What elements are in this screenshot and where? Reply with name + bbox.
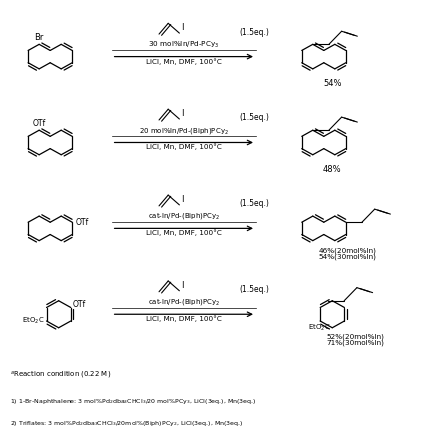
Text: cat-In/Pd-(Biph)PCy$_2$: cat-In/Pd-(Biph)PCy$_2$ — [147, 211, 219, 221]
Text: I: I — [181, 195, 184, 204]
Text: $^a$Reaction condition (0.22 M): $^a$Reaction condition (0.22 M) — [10, 370, 111, 381]
Text: I: I — [181, 280, 184, 290]
Text: 20 mol%In/Pd-(Biph)PCy$_2$: 20 mol%In/Pd-(Biph)PCy$_2$ — [138, 125, 228, 136]
Text: cat-In/Pd-(Biph)PCy$_2$: cat-In/Pd-(Biph)PCy$_2$ — [147, 297, 219, 307]
Text: EtO$_2$C: EtO$_2$C — [307, 323, 329, 333]
Text: OTf: OTf — [32, 119, 46, 128]
Text: 52%(20mol%In): 52%(20mol%In) — [326, 333, 384, 340]
Text: 2) Triflates: 3 mol%Pd$_2$dba$_3$CHCl$_3$/20mol%(Biph)PCy$_2$, LiCl(3eq.), Mn(3e: 2) Triflates: 3 mol%Pd$_2$dba$_3$CHCl$_3… — [10, 419, 243, 428]
Text: (1.5eq.): (1.5eq.) — [239, 27, 268, 36]
Text: OTf: OTf — [75, 218, 89, 227]
Text: Br: Br — [35, 33, 44, 42]
Text: EtO$_2$C: EtO$_2$C — [22, 316, 44, 326]
Text: 54%: 54% — [322, 79, 341, 88]
Text: 46%(20mol%In): 46%(20mol%In) — [317, 248, 375, 254]
Text: (1.5eq.): (1.5eq.) — [239, 113, 268, 122]
Text: 1) 1-Br-Naphthalene: 3 mol%Pd$_2$dba$_3$CHCl$_3$/20 mol%PCy$_3$, LiCl(3eq.), Mn(: 1) 1-Br-Naphthalene: 3 mol%Pd$_2$dba$_3$… — [10, 397, 256, 406]
Text: I: I — [181, 109, 184, 118]
Text: 71%(30mol%In): 71%(30mol%In) — [326, 340, 384, 346]
Text: (1.5eq.): (1.5eq.) — [239, 285, 268, 294]
Text: LiCl, Mn, DMF, 100°C: LiCl, Mn, DMF, 100°C — [146, 58, 221, 65]
Text: (1.5eq.): (1.5eq.) — [239, 199, 268, 208]
Text: 30 mol%In/Pd-PCy$_3$: 30 mol%In/Pd-PCy$_3$ — [148, 39, 219, 50]
Text: LiCl, Mn, DMF, 100°C: LiCl, Mn, DMF, 100°C — [146, 229, 221, 236]
Text: 54%(30mol%In): 54%(30mol%In) — [317, 254, 375, 260]
Text: OTf: OTf — [73, 300, 86, 309]
Text: LiCl, Mn, DMF, 100°C: LiCl, Mn, DMF, 100°C — [146, 315, 221, 322]
Text: 48%: 48% — [322, 165, 341, 174]
Text: I: I — [181, 23, 184, 32]
Text: LiCl, Mn, DMF, 100°C: LiCl, Mn, DMF, 100°C — [146, 144, 221, 150]
